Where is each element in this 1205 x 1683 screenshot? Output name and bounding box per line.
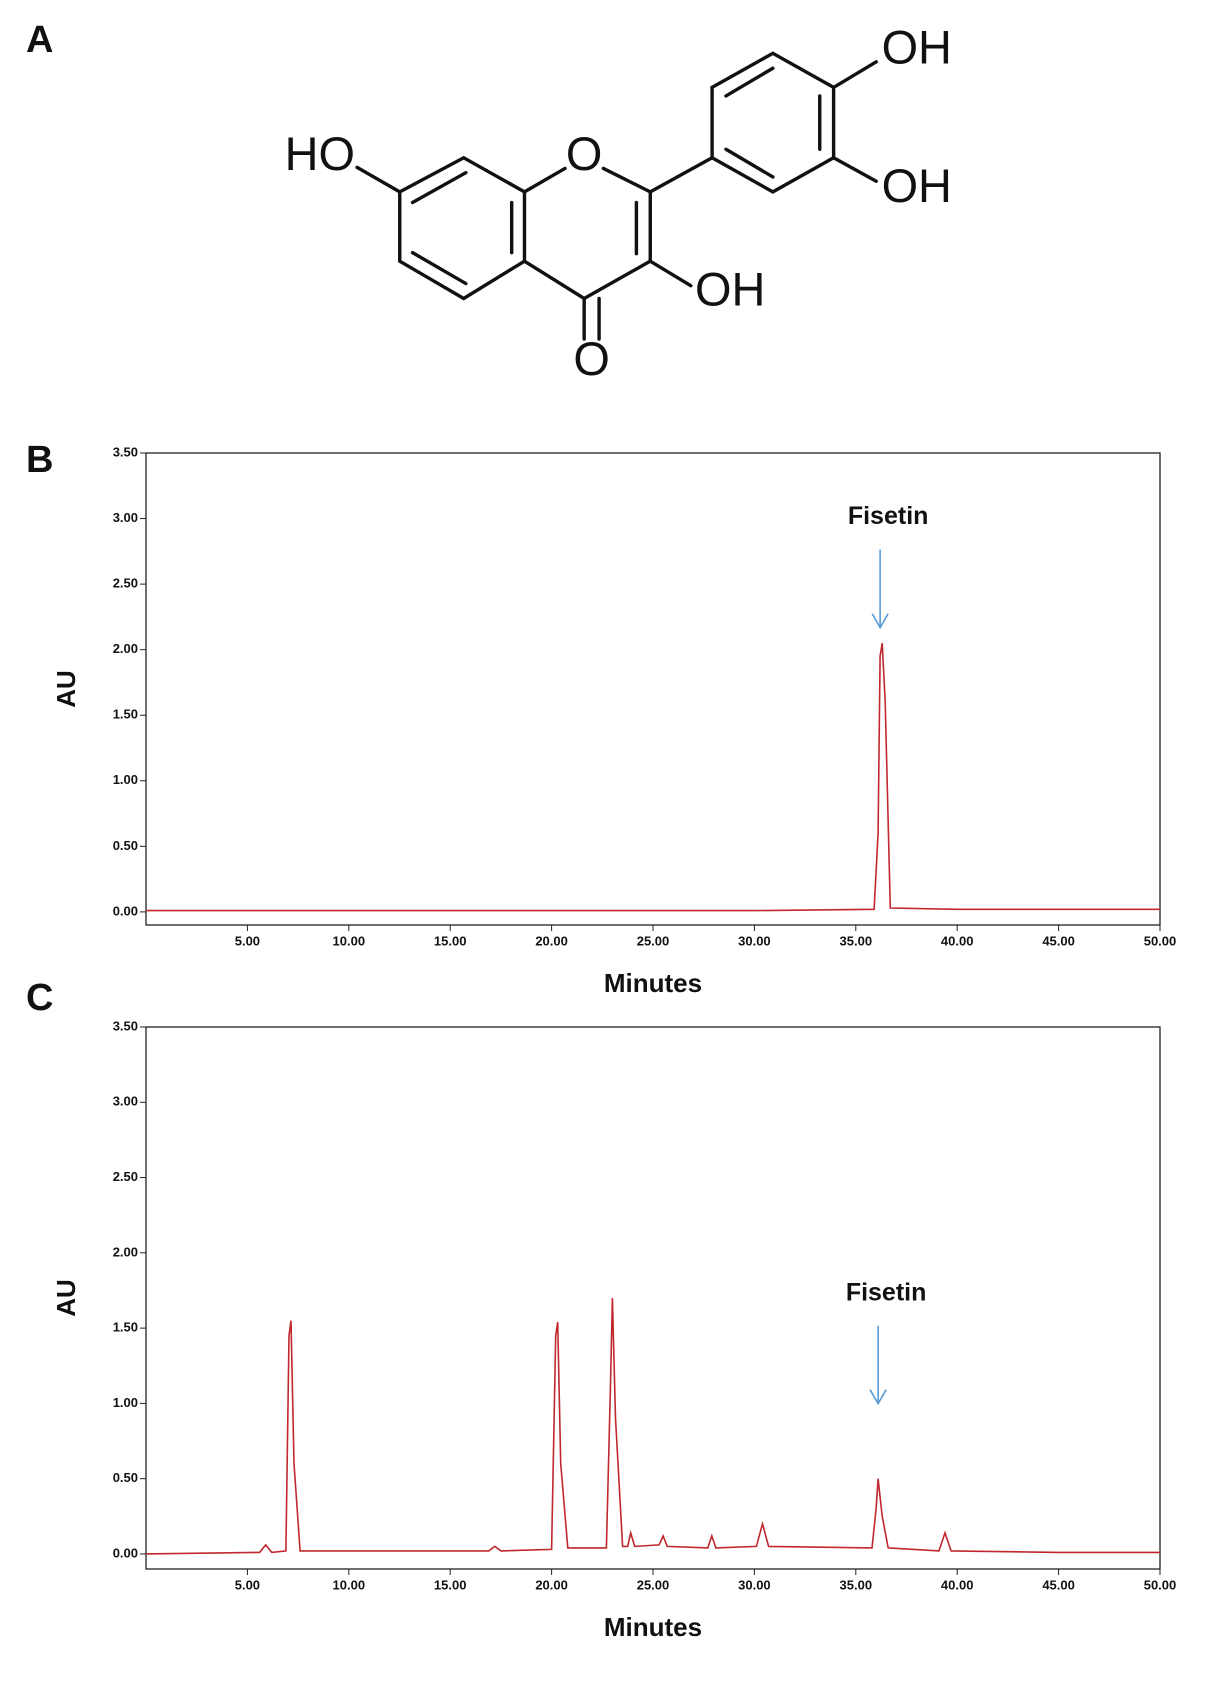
y-tick-label: 3.00 bbox=[113, 510, 138, 525]
x-tick-label: 10.00 bbox=[333, 1577, 366, 1592]
x-tick-label: 30.00 bbox=[738, 1577, 771, 1592]
annotation: Fisetin bbox=[846, 1278, 927, 1306]
x-tick-label: 40.00 bbox=[941, 933, 974, 948]
x-tick-label: 15.00 bbox=[434, 1577, 467, 1592]
x-tick-label: 45.00 bbox=[1042, 1577, 1075, 1592]
y-axis-label: AU bbox=[51, 670, 81, 708]
atom-label: HO bbox=[285, 128, 355, 180]
structure: HO O O OH OH OH bbox=[285, 22, 952, 385]
x-tick-label: 5.00 bbox=[235, 1577, 260, 1592]
chromatogram-line bbox=[145, 1297, 1160, 1555]
chromatogram-line bbox=[146, 642, 1160, 912]
y-tick-label: 0.50 bbox=[113, 838, 138, 853]
x-tick-label: 5.00 bbox=[235, 933, 260, 948]
plot-frame bbox=[145, 452, 1161, 926]
y-tick-label: 2.50 bbox=[113, 576, 138, 591]
x-tick-label: 30.00 bbox=[738, 933, 771, 948]
x-tick-label: 40.00 bbox=[941, 1577, 974, 1592]
y-tick-label: 1.50 bbox=[113, 707, 138, 722]
x-tick-label: 15.00 bbox=[434, 933, 467, 948]
annotation-arrowhead bbox=[871, 613, 889, 630]
annotation: Fisetin bbox=[848, 502, 929, 530]
y-axis-label: AU bbox=[51, 1279, 81, 1317]
y-tick-label: 0.00 bbox=[113, 903, 138, 918]
panel-label: A bbox=[26, 19, 53, 61]
y-tick-label: 0.50 bbox=[113, 1470, 138, 1485]
y-tick-label: 0.00 bbox=[113, 1545, 138, 1560]
atom-label: OH bbox=[882, 22, 952, 74]
atom-label: OH bbox=[695, 264, 765, 316]
x-tick-label: 25.00 bbox=[637, 1577, 670, 1592]
x-tick-label: 20.00 bbox=[535, 933, 568, 948]
x-tick-label: 35.00 bbox=[840, 933, 873, 948]
y-tick-label: 1.50 bbox=[113, 1320, 138, 1335]
x-tick-label: 50.00 bbox=[1144, 933, 1177, 948]
x-axis-label: Minutes bbox=[604, 968, 702, 998]
y-tick-label: 3.50 bbox=[113, 1018, 138, 1033]
y-tick-label: 2.50 bbox=[113, 1169, 138, 1184]
x-tick-label: 10.00 bbox=[333, 933, 366, 948]
panel-label: C bbox=[26, 977, 53, 1019]
atom-label: O bbox=[566, 128, 602, 180]
y-tick-label: 2.00 bbox=[113, 1244, 138, 1259]
y-tick-label: 3.50 bbox=[113, 444, 138, 459]
panel-label: B bbox=[26, 439, 53, 481]
x-tick-label: 45.00 bbox=[1042, 933, 1075, 948]
y-tick-label: 1.00 bbox=[113, 772, 138, 787]
y-tick-label: 2.00 bbox=[113, 641, 138, 656]
annotation-arrowhead bbox=[869, 1389, 887, 1406]
plot-frame bbox=[145, 1026, 1161, 1570]
x-tick-label: 50.00 bbox=[1144, 1577, 1177, 1592]
y-tick-label: 1.00 bbox=[113, 1395, 138, 1410]
atom-label: O bbox=[573, 333, 609, 385]
y-tick-label: 3.00 bbox=[113, 1094, 138, 1109]
x-tick-label: 25.00 bbox=[637, 933, 670, 948]
x-tick-label: 35.00 bbox=[840, 1577, 873, 1592]
bonds bbox=[355, 51, 878, 341]
x-axis-label: Minutes bbox=[604, 1612, 702, 1642]
atom-label: OH bbox=[882, 160, 952, 212]
x-tick-label: 20.00 bbox=[535, 1577, 568, 1592]
